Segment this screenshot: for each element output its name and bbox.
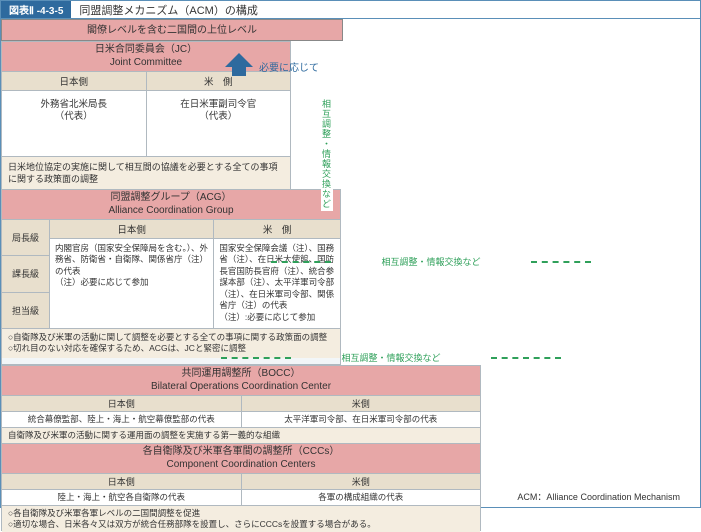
arrow-label: 必要に応じて	[259, 59, 319, 74]
ccc-columns: 日本側 陸上・海上・航空各自衛隊の代表 米側 各軍の構成組織の代表	[2, 474, 480, 505]
connector-h1-left-line	[271, 261, 331, 263]
connector-h1-right-line	[531, 261, 591, 263]
arrow-up-icon	[225, 53, 253, 67]
acg-block: 同盟調整グループ（ACG） Alliance Coordination Grou…	[1, 189, 341, 365]
bocc-columns: 日本側 統合幕僚監部、陸上・海上・航空幕僚監部の代表 米側 太平洋軍司令部、在日…	[2, 396, 480, 427]
acg-us-col: 米 側 国家安全保障会議（注）、国務省（注）、在日米大使館、国防長官国防長官府（…	[214, 220, 340, 328]
connector-h2-label: 相互調整・情報交換など	[341, 353, 440, 363]
connector-h1-label: 相互調整・情報交換など	[381, 257, 480, 267]
ccc-jp-col: 日本側 陸上・海上・航空各自衛隊の代表	[2, 474, 242, 505]
ccc-us-head: 米側	[242, 474, 481, 490]
acg-title-ja: 同盟調整グループ（ACG）	[110, 192, 231, 203]
acg-level-1: 局長級	[2, 220, 49, 256]
ccc-title-ja: 各自衛隊及び米軍各軍間の調整所（CCCs）	[143, 446, 340, 457]
ccc-title-en: Component Coordination Centers	[167, 459, 316, 470]
jc-col-us: 米 側 在日米軍副司令官 （代表）	[147, 72, 291, 156]
jc-jp-body: 外務省北米局長 （代表）	[2, 91, 146, 156]
bocc-jp-body: 統合幕僚監部、陸上・海上・航空幕僚監部の代表	[2, 412, 241, 427]
acg-note: ○自衛隊及び米軍の活動に関して調整を必要とする全ての事項に関する政策面の調整 ○…	[2, 328, 340, 358]
acg-us-head: 米 側	[214, 220, 340, 239]
bocc-us-head: 米側	[242, 396, 481, 412]
bocc-us-body: 太平洋軍司令部、在日米軍司令部の代表	[242, 412, 481, 427]
figure-title: 同盟調整メカニズム（ACM）の構成	[71, 1, 265, 18]
jc-col-jp: 日本側 外務省北米局長 （代表）	[2, 72, 147, 156]
acg-us-body: 国家安全保障会議（注）、国務省（注）、在日米大使館、国防長官国防長官府（注）、統…	[214, 239, 340, 328]
bocc-header: 共同運用調整所（BOCC） Bilateral Operations Coord…	[2, 366, 480, 396]
bocc-block: 共同運用調整所（BOCC） Bilateral Operations Coord…	[1, 365, 481, 443]
acg-header: 同盟調整グループ（ACG） Alliance Coordination Grou…	[2, 190, 340, 220]
bocc-title-en: Bilateral Operations Coordination Center	[151, 381, 331, 392]
jc-us-body: 在日米軍副司令官 （代表）	[147, 91, 291, 156]
connector-vertical-label: 相互調整・情報交換など	[321, 97, 333, 211]
ccc-jp-body: 陸上・海上・航空各自衛隊の代表	[2, 490, 241, 505]
acg-levels: 局長級 課長級 担当級	[2, 220, 50, 328]
jc-jp-head: 日本側	[2, 72, 146, 91]
acg-title-en: Alliance Coordination Group	[108, 205, 233, 216]
arrow-up-stem	[232, 66, 246, 76]
ccc-jp-head: 日本側	[2, 474, 241, 490]
bocc-title-ja: 共同運用調整所（BOCC）	[182, 368, 301, 379]
acg-jp-body: 内閣官房（国家安全保障局を含む。）、外務省、防衛省・自衛隊、関係省庁（注）の代表…	[50, 239, 213, 328]
connector-h2-left-line	[221, 357, 291, 359]
connector-h2: 相互調整・情報交換など	[291, 351, 491, 364]
ccc-note: ○各自衛隊及び米軍各軍レベルの二国間調整を促進 ○適切な場合、日米各々又は双方が…	[2, 505, 480, 532]
bocc-jp-col: 日本側 統合幕僚監部、陸上・海上・航空幕僚監部の代表	[2, 396, 242, 427]
jc-title-ja: 日米合同委員会（JC）	[95, 44, 197, 55]
jc-title-en: Joint Committee	[110, 57, 182, 68]
jc-columns: 日本側 外務省北米局長 （代表） 米 側 在日米軍副司令官 （代表）	[2, 72, 290, 156]
ccc-us-body: 各軍の構成組織の代表	[242, 490, 481, 505]
connector-h1: 相互調整・情報交換など	[331, 255, 531, 268]
footnote: ACM：Alliance Coordination Mechanism	[517, 490, 680, 503]
acg-jp-head: 日本側	[50, 220, 213, 239]
acg-level-2: 課長級	[2, 256, 49, 292]
bocc-note: 自衛隊及び米軍の活動に関する運用面の調整を実施する第一義的な組織	[2, 427, 480, 443]
connector-h2-right-line	[491, 357, 561, 359]
acg-level-3: 担当級	[2, 293, 49, 328]
figure-code: 図表Ⅱ -4-3-5	[1, 1, 71, 18]
acg-jp-col: 日本側 内閣官房（国家安全保障局を含む。）、外務省、防衛省・自衛隊、関係省庁（注…	[50, 220, 214, 328]
bocc-jp-head: 日本側	[2, 396, 241, 412]
bocc-us-col: 米側 太平洋軍司令部、在日米軍司令部の代表	[242, 396, 481, 427]
top-level-box: 閣僚レベルを含む二国間の上位レベル	[1, 19, 343, 41]
title-bar: 図表Ⅱ -4-3-5 同盟調整メカニズム（ACM）の構成	[1, 1, 700, 19]
diagram-canvas: 閣僚レベルを含む二国間の上位レベル 必要に応じて 日米合同委員会（JC） Joi…	[1, 19, 700, 509]
ccc-us-col: 米側 各軍の構成組織の代表	[242, 474, 481, 505]
ccc-header: 各自衛隊及び米軍各軍間の調整所（CCCs） Component Coordina…	[2, 444, 480, 474]
ccc-block: 各自衛隊及び米軍各軍間の調整所（CCCs） Component Coordina…	[1, 443, 481, 531]
acg-body: 局長級 課長級 担当級 日本側 内閣官房（国家安全保障局を含む。）、外務省、防衛…	[2, 220, 340, 328]
jc-note: 日米地位協定の実施に関して相互間の協議を必要とする全ての事項に関する政策面の調整	[2, 156, 290, 189]
jc-us-head: 米 側	[147, 72, 291, 91]
page: 図表Ⅱ -4-3-5 同盟調整メカニズム（ACM）の構成 閣僚レベルを含む二国間…	[0, 0, 701, 508]
